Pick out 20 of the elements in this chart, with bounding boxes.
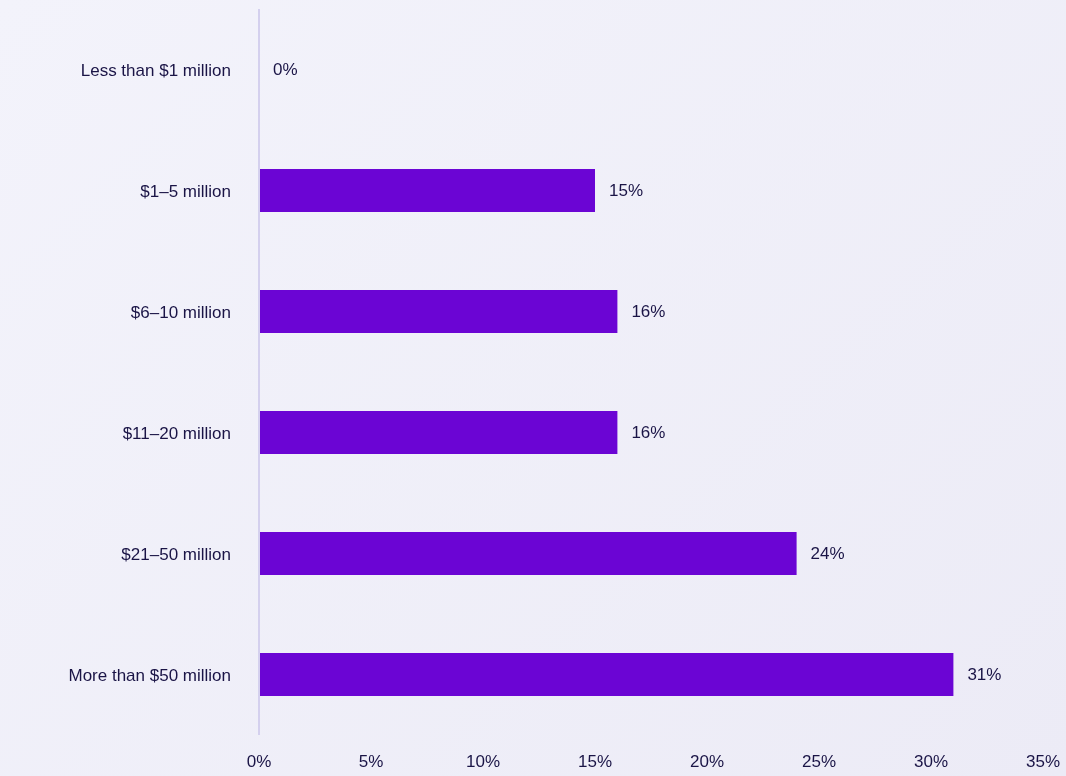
y-tick-label: $6–10 million bbox=[130, 302, 231, 322]
x-tick-label: 25% bbox=[801, 752, 837, 772]
x-tick-label: 35% bbox=[1025, 752, 1061, 772]
data-label: 16% bbox=[631, 302, 666, 322]
y-tick-label: More than $50 million bbox=[68, 665, 231, 685]
x-tick-label: 10% bbox=[465, 752, 501, 772]
x-tick-label: 30% bbox=[913, 752, 949, 772]
x-tick-label: 15% bbox=[577, 752, 613, 772]
x-tick-label: 5% bbox=[358, 752, 384, 772]
data-label: 16% bbox=[631, 423, 666, 443]
y-tick-label: $21–50 million bbox=[121, 544, 231, 564]
y-tick-label: Less than $1 million bbox=[80, 60, 231, 80]
data-label: 15% bbox=[609, 181, 644, 201]
y-tick-label: $1–5 million bbox=[140, 181, 231, 201]
data-label: 31% bbox=[967, 665, 1002, 685]
x-tick-label: 20% bbox=[689, 752, 725, 772]
data-label: 0% bbox=[273, 60, 298, 80]
y-tick-label: $11–20 million bbox=[122, 423, 231, 443]
data-label: 24% bbox=[810, 544, 845, 564]
x-tick-label: 0% bbox=[246, 752, 272, 772]
